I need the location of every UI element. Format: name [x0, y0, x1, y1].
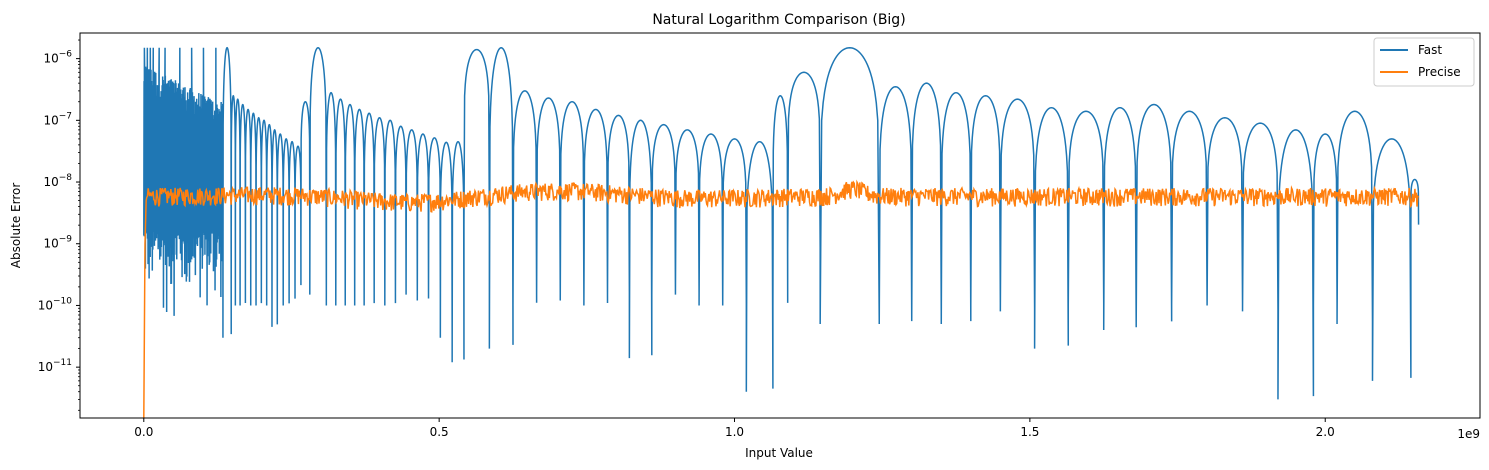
y-tick-label: 10−11 [38, 358, 72, 374]
y-axis-label: Absolute Error [9, 183, 23, 269]
series-precise-line [143, 179, 1420, 418]
x-tick-label: 1.5 [1020, 425, 1039, 439]
x-offset-label: 1e9 [1457, 427, 1480, 441]
series-layer [143, 46, 1420, 418]
y-tick-label: 10−8 [43, 173, 72, 189]
x-axis: 0.0 0.5 1.0 1.5 2.0 [134, 418, 1335, 439]
y-tick-label: 10−6 [43, 50, 72, 66]
legend: Fast Precise [1373, 37, 1475, 87]
x-tick-label: 2.0 [1316, 425, 1335, 439]
legend-fast-label: Fast [1418, 43, 1442, 57]
y-tick-label: 10−10 [38, 296, 73, 312]
series-fast-line [143, 46, 1420, 400]
x-tick-label: 0.0 [134, 425, 153, 439]
chart-title: Natural Logarithm Comparison (Big) [652, 12, 905, 28]
x-axis-label: Input Value [745, 446, 813, 460]
y-axis: 10−11 10−10 10−9 10−8 10−7 10−6 [38, 39, 80, 411]
legend-precise-label: Precise [1418, 65, 1461, 79]
x-tick-label: 1.0 [725, 425, 744, 439]
y-tick-label: 10−7 [43, 111, 72, 127]
y-tick-label: 10−9 [43, 235, 72, 251]
x-tick-label: 0.5 [430, 425, 449, 439]
plot-frame [79, 32, 1481, 419]
